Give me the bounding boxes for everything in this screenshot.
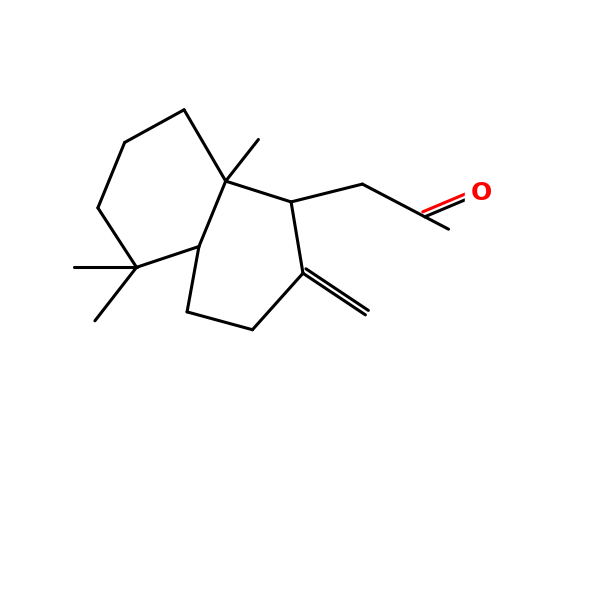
Bar (464, 176, 498, 209)
Text: O: O (470, 181, 492, 205)
